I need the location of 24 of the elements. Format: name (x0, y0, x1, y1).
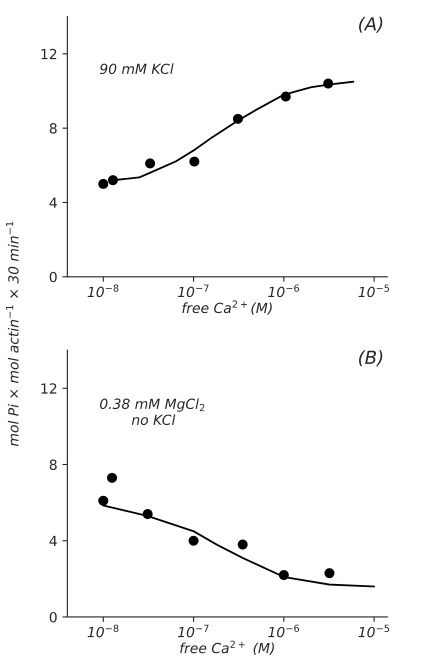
x-tick-label: 10$^{−6}$ (268, 284, 300, 298)
x-axis-title: free Ca$^{2+}$(M) (182, 300, 272, 315)
x-tick-label: 10$^{−5}$ (358, 624, 390, 638)
y-tick-label: 8 (50, 123, 57, 134)
y-axis-title: mol Pi × mol actin$^{−1}$ × 30 min$^{−1}$ (6, 222, 19, 446)
y-tick-label: 4 (49, 536, 57, 546)
x-tick-label: 10$^{−8}$ (88, 284, 118, 298)
y-tick-label: 4 (49, 198, 57, 208)
y-tick-label: 0 (50, 272, 57, 282)
annotation: 90 mM KCl (100, 63, 174, 74)
y-tick-label: 8 (50, 459, 57, 470)
x-tick-label: 10$^{−8}$ (88, 624, 118, 638)
annotation: no KCl (132, 414, 176, 426)
annotation: 0.38 mM MgCl$_{2}$ (100, 398, 204, 412)
x-tick-label: 10$^{−7}$ (178, 624, 209, 638)
y-tick-label: 12 (41, 383, 56, 394)
x-tick-label: 10$^{−6}$ (268, 624, 300, 638)
x-axis-title: free Ca$^{2+}$ (M) (180, 640, 274, 655)
y-tick-label: 0 (50, 612, 57, 622)
x-tick-label: 10$^{−7}$ (178, 284, 209, 298)
y-tick-label: 12 (41, 48, 56, 60)
chart-title: (A) (359, 16, 382, 33)
x-tick-label: 10$^{−5}$ (358, 284, 390, 298)
chart-title: (B) (359, 350, 382, 366)
